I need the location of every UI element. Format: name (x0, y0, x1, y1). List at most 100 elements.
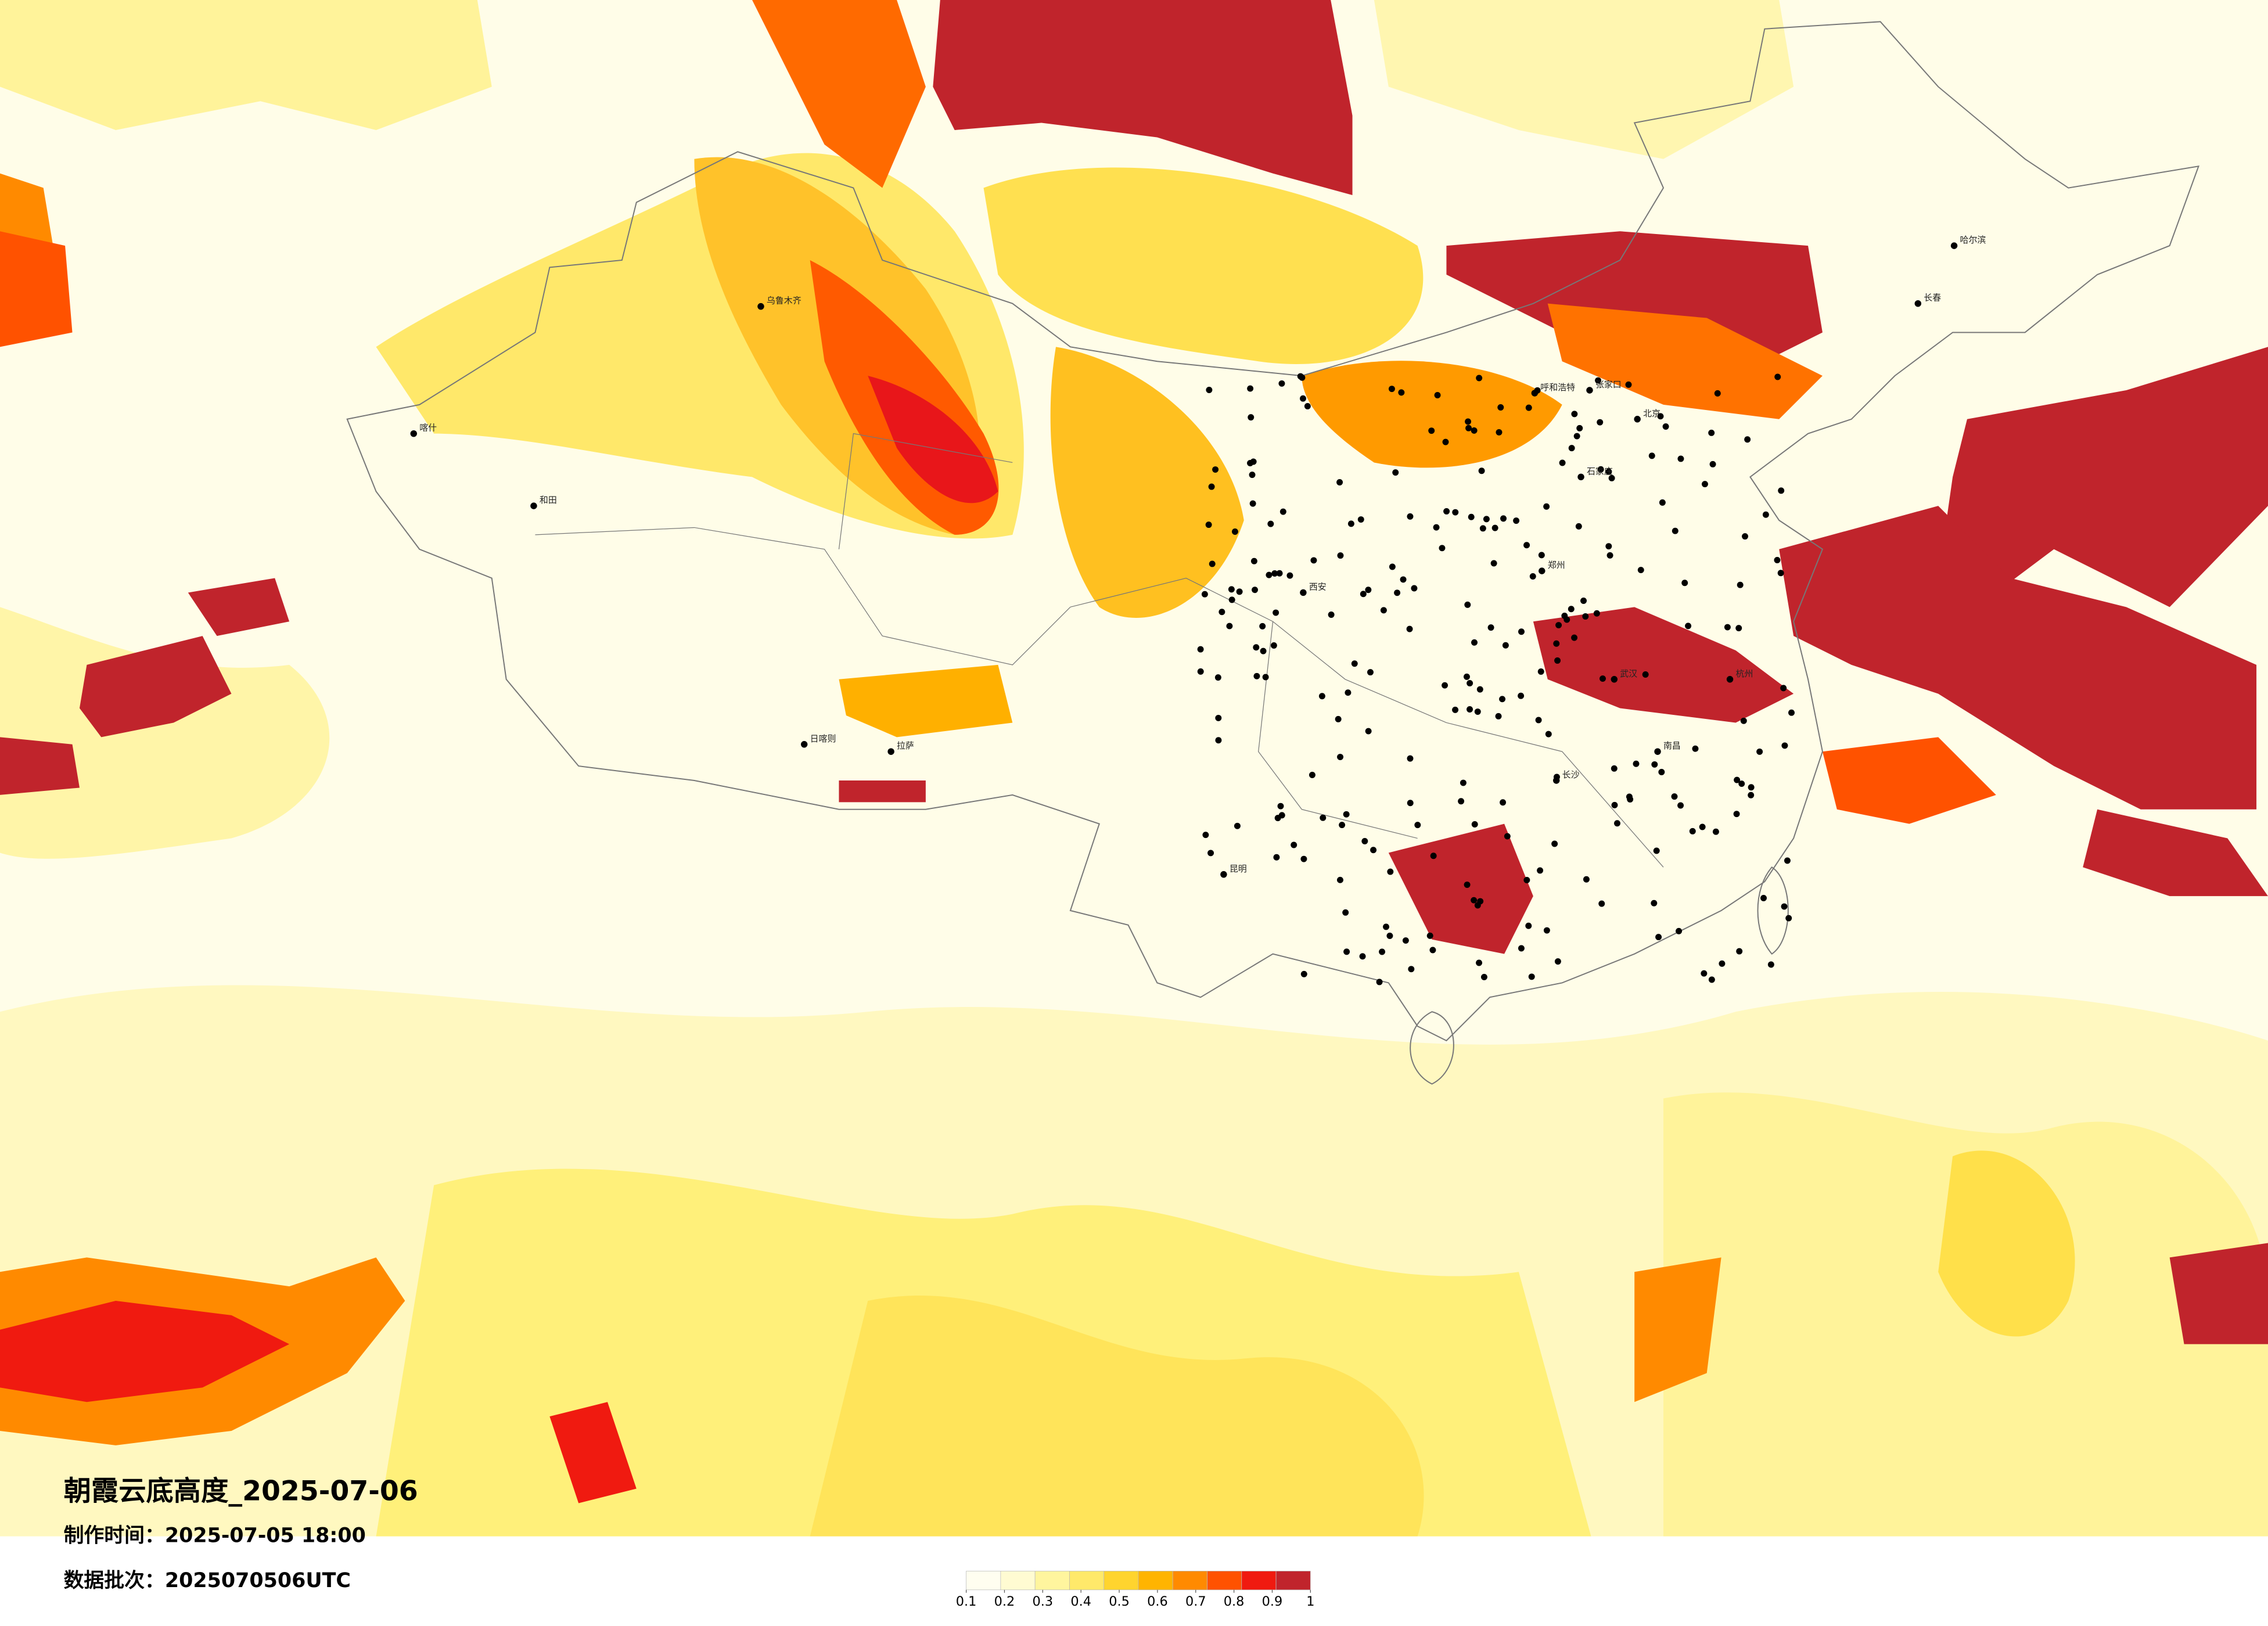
city-dot (1543, 503, 1550, 510)
city-dot (1502, 642, 1509, 649)
city-dot (530, 502, 537, 509)
city-dot (1387, 868, 1394, 875)
city-dot (1392, 469, 1399, 476)
city-label: 杭州 (1736, 668, 1753, 679)
city-dot (1328, 611, 1335, 618)
city-dot (1611, 676, 1618, 683)
city-dot (1708, 429, 1715, 436)
city-dot (1500, 515, 1507, 522)
city-dot (1490, 560, 1497, 567)
colorbar-tick-label: 0.7 (1185, 1594, 1206, 1609)
city-dot (1724, 624, 1731, 631)
cloud-region (1663, 1092, 2268, 1537)
city-dot (1236, 588, 1243, 595)
city-dot (1215, 737, 1222, 744)
colorbar-tick-label: 0.9 (1262, 1594, 1283, 1609)
city-dot (1701, 481, 1708, 488)
city-dot (1518, 692, 1525, 699)
city-dot (1625, 381, 1632, 388)
city-dot (1553, 640, 1560, 647)
made-time: 制作时间：2025-07-05 18:00 (64, 1524, 366, 1548)
city-dot (1712, 828, 1719, 835)
city-label: 西安 (1309, 581, 1327, 592)
city-dot (1513, 517, 1520, 524)
city-dot (1545, 731, 1552, 738)
colorbar-cell (1138, 1571, 1173, 1591)
cloud-region (1050, 347, 1244, 618)
cloud-region (79, 636, 232, 738)
city-dot (1476, 375, 1483, 382)
city-dot (1637, 567, 1644, 574)
city-dot (1452, 706, 1459, 713)
colorbar-tick-label: 0.2 (994, 1594, 1015, 1609)
city-label: 武汉 (1620, 668, 1637, 679)
city-dot (1202, 832, 1209, 839)
city-dot (1270, 642, 1277, 649)
city-dot (757, 303, 764, 310)
city-dot (1253, 644, 1260, 651)
cloud-region (188, 578, 290, 636)
colorbar-cell (1034, 1571, 1070, 1591)
city-dot (1781, 903, 1788, 910)
cloud-region (0, 231, 73, 347)
city-dot (1249, 500, 1256, 507)
city-dot (1365, 728, 1372, 735)
city-dot (1434, 392, 1441, 398)
city-dot (1228, 586, 1235, 593)
city-dot (1708, 976, 1715, 983)
colorbar-cell (1000, 1571, 1036, 1591)
cloud-region (1302, 361, 1562, 468)
city-dot (1748, 784, 1755, 791)
cloud-region (839, 780, 926, 803)
city-label: 张家口 (1595, 379, 1622, 390)
city-dot (1339, 822, 1346, 829)
city-dot (800, 741, 808, 748)
colorbar-tick-label: 0.4 (1070, 1594, 1091, 1609)
city-dot (1559, 459, 1566, 466)
city-dot (1658, 769, 1665, 776)
city-dot (1197, 646, 1204, 653)
city-dot (1651, 761, 1658, 768)
city-dot (1402, 937, 1409, 944)
city-label: 哈尔滨 (1960, 235, 1986, 245)
city-dot (1487, 624, 1494, 631)
city-dot (1407, 513, 1414, 520)
city-dot (1471, 427, 1478, 434)
border (1757, 866, 1789, 955)
city-label: 昆明 (1230, 864, 1247, 874)
city-dot (1595, 377, 1602, 384)
country-outline (346, 21, 2199, 1085)
city-dot (1785, 915, 1792, 922)
city-dot (1529, 573, 1536, 580)
city-dot (1537, 668, 1544, 675)
city-dot (1634, 416, 1641, 423)
border (346, 21, 2199, 1042)
city-dot (1389, 563, 1396, 570)
city-dot (1611, 801, 1618, 808)
city-label: 日喀则 (810, 733, 836, 744)
city-dot (1657, 413, 1664, 420)
cloud-region (1822, 737, 1996, 824)
city-dot (1478, 467, 1485, 474)
cloud-region (0, 1301, 290, 1402)
city-dot (1467, 679, 1473, 686)
city-dot (1276, 570, 1283, 577)
city-dot (1248, 414, 1255, 421)
city-dot (1496, 429, 1503, 436)
city-dot (1600, 675, 1606, 682)
city-dot (1335, 715, 1342, 722)
city-dot (1538, 552, 1545, 559)
city-dot (887, 748, 894, 755)
city-dot (1676, 927, 1683, 934)
city-dot (1219, 609, 1225, 616)
city-dot (1681, 580, 1688, 587)
city-dot (1247, 460, 1254, 466)
city-dot (1685, 623, 1692, 629)
city-dot (1737, 581, 1744, 588)
city-dot (1714, 390, 1721, 397)
city-label: 拉萨 (897, 740, 914, 751)
city-dot (1273, 609, 1279, 616)
city-dot (1651, 900, 1658, 906)
city-dot (1568, 445, 1575, 452)
